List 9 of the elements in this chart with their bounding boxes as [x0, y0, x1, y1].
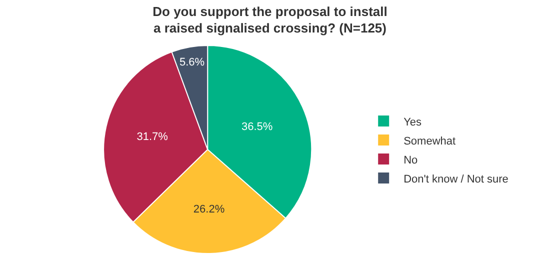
data-label: 36.5% [241, 121, 273, 134]
legend-label: Yes [404, 116, 422, 128]
data-label: 26.2% [193, 203, 225, 216]
data-label: 31.7% [136, 130, 168, 143]
data-label: 5.6% [179, 56, 205, 68]
legend-label: No [404, 154, 418, 166]
legend-label: Don't know / Not sure [404, 173, 508, 186]
legend-label: Somewhat [404, 135, 456, 148]
chart-title: Do you support the proposal to install a raised signalised crossing? (N=125) [152, 4, 388, 36]
